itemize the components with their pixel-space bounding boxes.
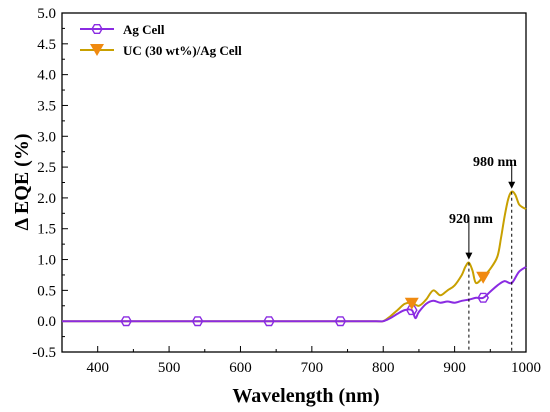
y-tick-label: 1.0 xyxy=(37,253,56,269)
y-tick-label: 3.5 xyxy=(37,98,56,114)
y-tick-label: 2.5 xyxy=(37,160,56,176)
legend-marker-uc-ag-cell xyxy=(90,44,104,56)
legend-label-ag-cell: Ag Cell xyxy=(123,22,165,37)
ag-cell-marker xyxy=(120,316,133,327)
y-tick-label: -0.5 xyxy=(32,345,56,361)
ag-cell-marker xyxy=(334,316,347,327)
y-tick-label: 1.5 xyxy=(37,222,56,238)
ag-cell-marker xyxy=(405,305,418,316)
annotation-980nm-label: 980 nm xyxy=(473,155,517,170)
x-tick-label: 1000 xyxy=(511,360,541,376)
legend-label-uc-ag-cell: UC (30 wt%)/Ag Cell xyxy=(123,43,242,58)
ag-cell-marker xyxy=(263,316,275,327)
x-tick-label: 900 xyxy=(443,360,466,376)
x-tick-label: 800 xyxy=(372,360,395,376)
x-axis-title: Wavelength (nm) xyxy=(232,385,379,407)
series-line-ag-cell xyxy=(62,266,527,323)
uc-ag-cell-marker xyxy=(404,297,419,310)
legend-marker-ag-cell xyxy=(91,24,103,34)
x-tick-label: 500 xyxy=(158,360,181,376)
y-tick-label: 5.0 xyxy=(37,6,56,22)
annotation-arrow-head xyxy=(465,252,473,260)
ag-cell-marker xyxy=(477,292,490,303)
x-tick-label: 600 xyxy=(229,360,252,376)
annotation-arrow-head xyxy=(508,181,516,189)
ag-cell-marker xyxy=(191,316,204,327)
y-tick-label: 4.5 xyxy=(37,37,56,53)
y-tick-label: 0.0 xyxy=(37,314,56,330)
y-tick-label: 0.5 xyxy=(37,283,56,299)
uc-ag-cell-marker xyxy=(476,271,491,284)
plot-area: 400 500 600 700 800 900 1000 -0.5 0.0 0.5 1.0 1.5 2.… xyxy=(32,6,541,376)
plot-frame xyxy=(61,12,527,353)
legend: Ag Cell UC (30 wt%)/Ag Cell xyxy=(80,22,242,58)
x-tick-label: 400 xyxy=(86,360,109,376)
y-axis-title: Δ EQE (%) xyxy=(11,134,33,231)
y-tick-label: 2.0 xyxy=(37,191,56,207)
y-tick-label: 3.0 xyxy=(37,129,56,145)
x-tick-label: 700 xyxy=(301,360,324,376)
annotation-920nm-label: 920 nm xyxy=(449,212,493,227)
y-tick-label: 4.0 xyxy=(37,68,56,84)
